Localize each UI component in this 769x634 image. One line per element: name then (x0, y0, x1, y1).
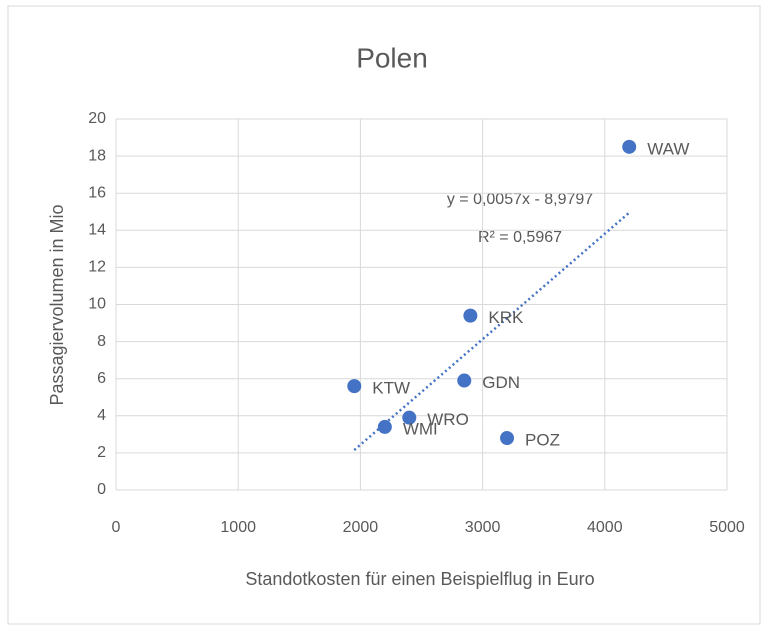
y-tick-label: 14 (88, 222, 106, 239)
point-label: GDN (482, 373, 520, 392)
x-tick-label: 2000 (343, 519, 379, 536)
point-label: WRO (427, 410, 469, 429)
y-tick-label: 10 (88, 296, 106, 313)
point (500, 431, 515, 446)
y-tick-label: 16 (88, 184, 106, 201)
x-tick-label: 0 (112, 519, 121, 536)
y-tick-label: 8 (97, 333, 106, 350)
y-tick-label: 2 (97, 444, 106, 461)
trendline-r2: R² = 0,5967 (478, 229, 562, 246)
point-label: KTW (372, 379, 410, 398)
point (622, 139, 637, 154)
chart-frame (7, 5, 761, 625)
trendline-equation: y = 0,0057x - 8,9797 (447, 191, 593, 208)
point-label: WMI (403, 419, 438, 438)
x-tick-label: 4000 (587, 519, 623, 536)
point (377, 419, 392, 434)
y-tick-label: 20 (88, 110, 106, 127)
y-tick-label: 18 (88, 147, 106, 164)
x-axis-label: Standotkosten für einen Beispielflug in … (245, 569, 594, 589)
x-tick-label: 3000 (465, 519, 501, 536)
point (347, 379, 362, 394)
y-tick-label: 12 (88, 259, 106, 276)
point (402, 410, 417, 425)
point (463, 308, 478, 323)
chart-title: Polen (356, 42, 428, 73)
point-label: KRK (488, 308, 524, 327)
point (457, 373, 472, 388)
y-tick-label: 4 (97, 407, 106, 424)
point-label: WAW (647, 139, 689, 158)
x-tick-label: 1000 (220, 519, 256, 536)
y-tick-label: 6 (97, 370, 106, 387)
y-tick-label: 0 (97, 481, 106, 498)
point-label: POZ (525, 431, 560, 450)
trendline (353, 211, 631, 451)
x-tick-label: 5000 (709, 519, 745, 536)
y-axis-label: Passagiervolumen in Mio (47, 204, 67, 405)
